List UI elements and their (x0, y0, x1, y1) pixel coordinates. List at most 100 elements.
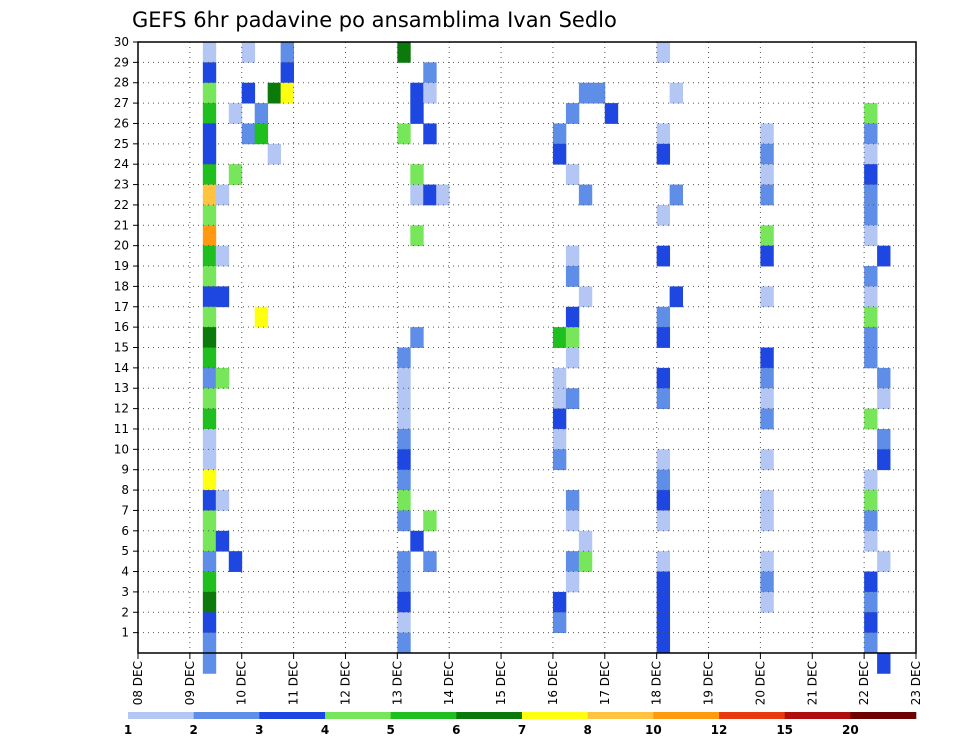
precip-cell (228, 551, 243, 572)
legend-label: 3 (255, 723, 263, 737)
precip-cell (202, 204, 217, 226)
precip-cell (656, 388, 671, 409)
precip-cell (241, 82, 256, 104)
precip-cell (877, 428, 891, 450)
precip-cell (760, 184, 774, 206)
legend-label: 12 (711, 723, 728, 737)
precip-cell (397, 42, 411, 63)
y-tick-label: 2 (121, 605, 129, 619)
precip-cell (656, 469, 671, 491)
precip-cell (760, 164, 774, 185)
precip-cell (228, 103, 243, 124)
precip-cell (254, 103, 269, 124)
precip-cell (760, 123, 774, 145)
precip-cell (656, 551, 671, 572)
precip-cell (280, 82, 294, 104)
precip-cell (202, 225, 217, 247)
precip-cell (864, 632, 878, 654)
precip-cell (656, 367, 671, 389)
precip-cell (397, 591, 411, 613)
precip-cell (864, 266, 878, 287)
precip-cell (877, 245, 891, 267)
precip-cell (202, 266, 217, 287)
precip-cell (604, 103, 619, 124)
precip-cell (760, 347, 774, 369)
y-tick-label: 22 (114, 198, 129, 212)
precip-cell (202, 388, 217, 409)
x-tick-label: 18 DEC (650, 661, 664, 705)
precip-cell (864, 612, 878, 634)
x-tick-label: 13 DEC (390, 661, 404, 705)
x-tick-label: 19 DEC (702, 661, 716, 705)
precip-cell (202, 82, 217, 104)
precip-cell (202, 103, 217, 124)
y-tick-label: 17 (114, 300, 129, 314)
precip-cell (423, 551, 437, 572)
precip-cell (760, 571, 774, 593)
legend-label: 20 (842, 723, 859, 737)
precip-cell (864, 530, 878, 552)
precip-cell (397, 551, 411, 572)
precip-cell (423, 123, 437, 145)
precip-cell (656, 449, 671, 471)
precip-cell (423, 510, 437, 532)
precip-cell (552, 327, 567, 348)
precip-cell (760, 225, 774, 247)
precip-cell (202, 143, 217, 165)
precip-cell (552, 143, 567, 165)
precip-cell (656, 143, 671, 165)
precip-cell (254, 306, 269, 328)
precip-cell (397, 571, 411, 593)
precip-cell (578, 82, 593, 104)
precip-cell (578, 184, 593, 206)
precip-cell (656, 327, 671, 348)
precip-cell (552, 428, 567, 450)
y-tick-label: 10 (114, 442, 129, 456)
precip-cell (877, 551, 891, 572)
legend-label: 4 (321, 723, 329, 737)
y-tick-label: 24 (114, 157, 129, 171)
legend-swatch (850, 712, 917, 719)
precip-cell (215, 367, 230, 389)
precip-cell (423, 62, 437, 84)
y-tick-label: 27 (114, 96, 129, 110)
precip-cell (280, 62, 294, 84)
precip-cell (202, 306, 217, 328)
precip-cell (202, 428, 217, 450)
precip-cell (410, 164, 424, 185)
precip-cell (760, 510, 774, 532)
precip-cell (215, 490, 230, 511)
y-tick-label: 9 (121, 463, 129, 477)
legend-label: 7 (518, 723, 526, 737)
precip-cell (202, 490, 217, 511)
y-tick-label: 14 (114, 361, 129, 375)
precip-cell (397, 347, 411, 369)
precip-cell (760, 490, 774, 511)
precip-cell (864, 591, 878, 613)
y-tick-label: 29 (114, 55, 129, 69)
precip-cell (202, 571, 217, 593)
y-tick-label: 18 (114, 279, 129, 293)
precip-cell (202, 653, 217, 674)
precip-cell (864, 306, 878, 328)
y-tick-label: 6 (121, 524, 129, 538)
precip-cell (410, 184, 424, 206)
precip-cell (565, 266, 580, 287)
precip-cell (397, 449, 411, 471)
precip-cell (202, 449, 217, 471)
precip-cell (591, 82, 606, 104)
precip-cell (202, 347, 217, 369)
x-tick-label: 15 DEC (494, 661, 508, 705)
x-tick-label: 11 DEC (287, 661, 301, 705)
precip-cell (423, 82, 437, 104)
precip-cell (656, 306, 671, 328)
precip-cell (760, 449, 774, 471)
legend-label: 5 (386, 723, 394, 737)
x-tick-label: 09 DEC (183, 661, 197, 705)
precip-cell (215, 530, 230, 552)
precip-cell (864, 123, 878, 145)
y-tick-label: 3 (121, 585, 129, 599)
precip-cell (202, 164, 217, 185)
legend-swatch (522, 712, 588, 719)
precip-cell (656, 204, 671, 226)
